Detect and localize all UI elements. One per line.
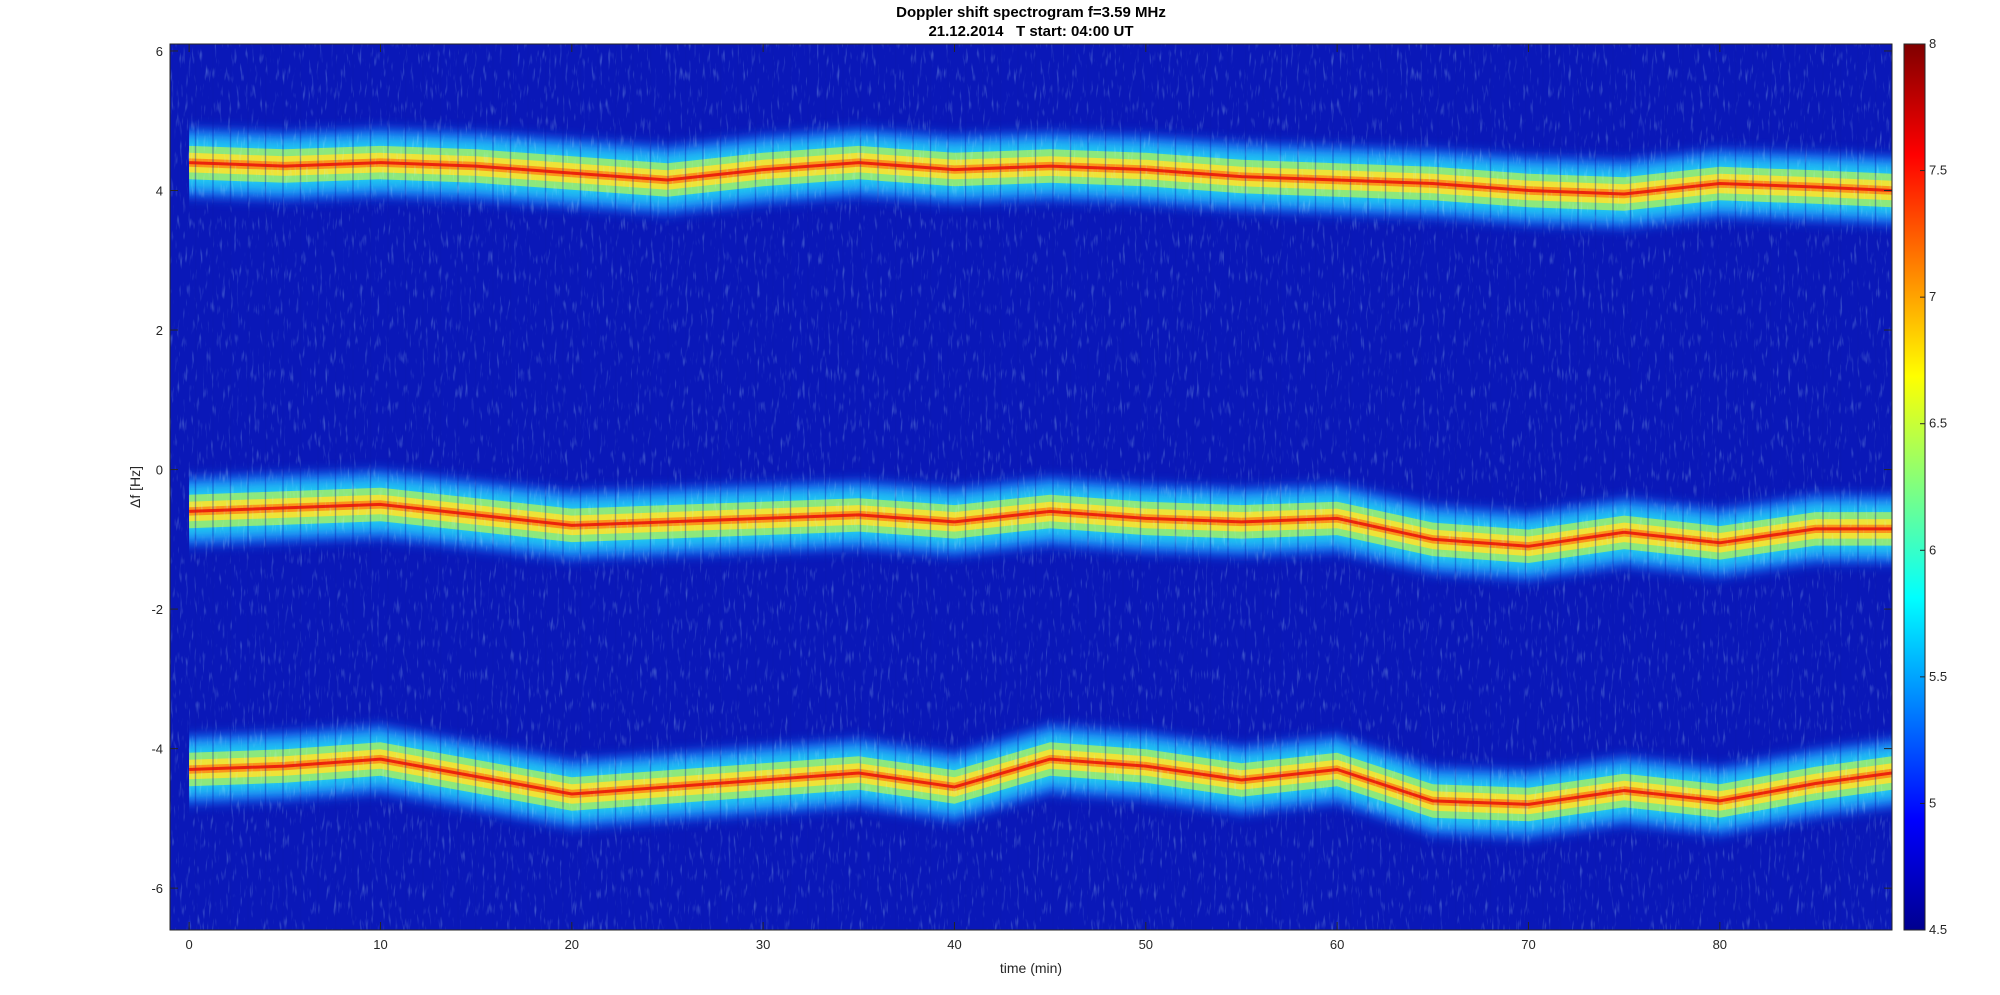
y-tick-label: 6 xyxy=(156,44,163,59)
colorbar-tick-label: 7.5 xyxy=(1929,163,1947,178)
colorbar-tick-label: 8 xyxy=(1929,36,1936,51)
chart-subtitle: 21.12.2014 T start: 04:00 UT xyxy=(928,23,1134,40)
x-tick-label: 70 xyxy=(1521,937,1535,952)
colorbar-tick-label: 5 xyxy=(1929,795,1936,810)
x-axis-label: time (min) xyxy=(1000,960,1062,976)
ridge-line-1 xyxy=(189,161,1892,196)
colorbar-ticks: 8 7.5 7 6.5 6 5.5 5 4.5 xyxy=(1920,36,1947,937)
x-tick-label: 20 xyxy=(565,937,579,952)
x-tick-label: 50 xyxy=(1139,937,1153,952)
x-tick-label: 0 xyxy=(186,937,193,952)
x-tick-label: 10 xyxy=(373,937,387,952)
ridge-lines xyxy=(189,161,1892,806)
ridge-line-3 xyxy=(189,757,1892,806)
colorbar-gradient xyxy=(1903,43,1926,931)
y-tick-label: -4 xyxy=(151,742,163,757)
colorbar-tick-label: 7 xyxy=(1929,289,1936,304)
y-tick-label: -6 xyxy=(151,881,163,896)
colorbar: 8 7.5 7 6.5 6 5.5 5 4.5 xyxy=(1903,36,1947,937)
y-axis-label: Δf [Hz] xyxy=(127,466,143,508)
y-axis: 6 4 2 0 -2 -4 -6 xyxy=(151,44,1892,896)
colorbar-tick-label: 6 xyxy=(1929,542,1936,557)
x-tick-label: 80 xyxy=(1713,937,1727,952)
y-tick-label: 2 xyxy=(156,323,163,338)
x-tick-label: 60 xyxy=(1330,937,1344,952)
y-tick-label: 4 xyxy=(156,184,163,199)
colorbar-tick-label: 4.5 xyxy=(1929,922,1947,937)
y-tick-label: -2 xyxy=(151,602,163,617)
x-tick-label: 30 xyxy=(756,937,770,952)
y-tick-label: 0 xyxy=(156,463,163,478)
x-axis: 0 10 20 30 40 50 60 70 80 xyxy=(186,44,1727,952)
chart-title: Doppler shift spectrogram f=3.59 MHz xyxy=(896,4,1166,21)
colorbar-tick-label: 6.5 xyxy=(1929,416,1947,431)
x-tick-label: 40 xyxy=(947,937,961,952)
plot-area xyxy=(169,43,1893,931)
noise-texture xyxy=(170,44,1892,930)
plot-frame xyxy=(169,43,1893,931)
ridge-line-2 xyxy=(189,502,1892,548)
colorbar-tick-label: 5.5 xyxy=(1929,669,1947,684)
chart-title-block: Doppler shift spectrogram f=3.59 MHz 21.… xyxy=(170,3,1892,41)
